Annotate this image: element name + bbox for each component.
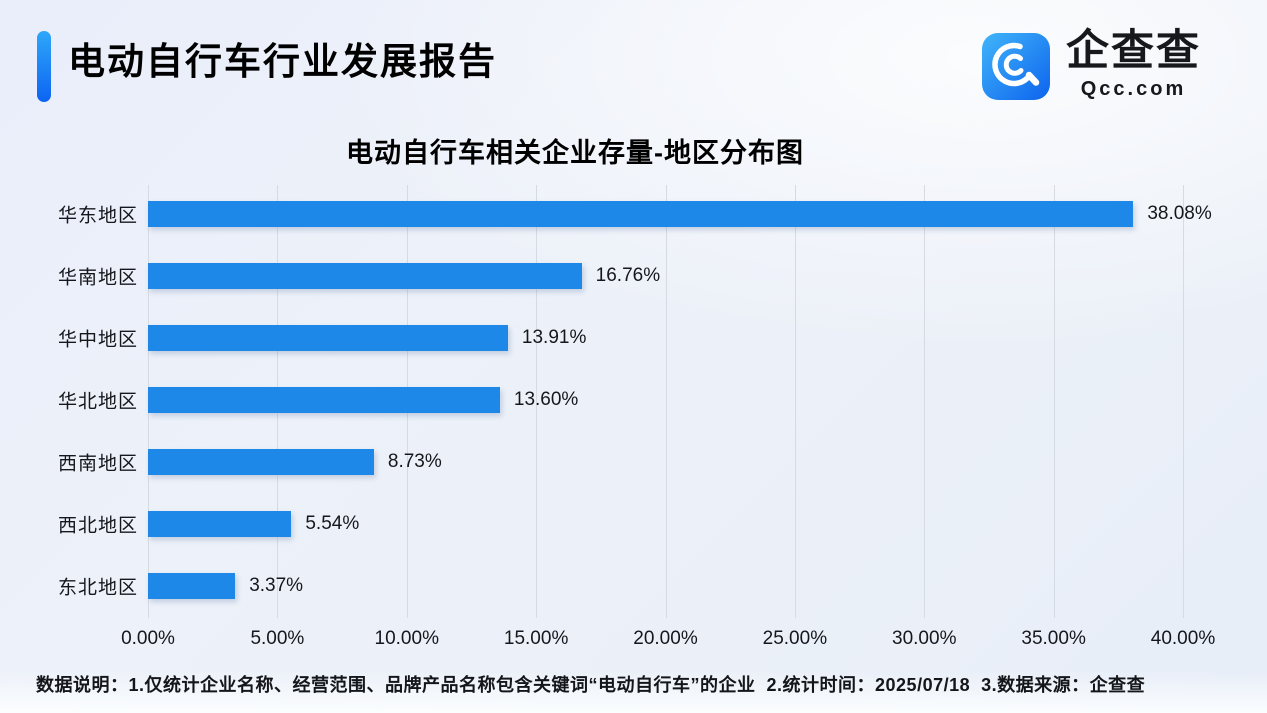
category-axis: 华东地区华南地区华中地区华北地区西南地区西北地区东北地区	[0, 185, 138, 618]
bar	[148, 386, 500, 413]
value-label: 13.60%	[513, 388, 579, 410]
value-label: 3.37%	[249, 574, 304, 596]
x-tick-label: 15.00%	[503, 628, 569, 649]
bar	[148, 572, 236, 599]
qcc-magnifier-icon	[982, 32, 1050, 100]
value-label: 38.08%	[1147, 203, 1212, 224]
footer-note: 数据说明：1.仅统计企业名称、经营范围、品牌产品名称包含关键词“电动自行车”的企…	[36, 675, 1146, 695]
x-tick-label: 0.00%	[121, 628, 175, 649]
gridline	[1053, 185, 1055, 618]
category-label: 西南地区	[57, 453, 138, 475]
plot-area: 38.08% 16.76% 13.91% 13.60% 8.73% 5.54% 3.37%	[148, 185, 1212, 618]
value-label: 16.76%	[595, 264, 661, 286]
gridline	[1183, 185, 1184, 618]
x-tick-label: 35.00%	[1021, 628, 1086, 649]
gridline	[536, 185, 538, 618]
qcc-logo: 企查查 Qcc.com	[981, 30, 1201, 101]
qcc-logo-text: 企查查 Qcc.com	[1066, 30, 1201, 101]
category-label: 华南地区	[57, 267, 138, 289]
x-tick-label: 30.00%	[892, 628, 957, 649]
value-label: 5.54%	[305, 512, 360, 534]
page-title: 电动自行车行业发展报告	[68, 41, 497, 82]
title-accent-bar	[37, 31, 51, 102]
x-axis: 0.00% 5.00% 10.00% 15.00% 20.00% 25.00% 30.00%…	[121, 628, 1215, 654]
category-label: 东北地区	[57, 577, 138, 599]
x-tick-label: 5.00%	[250, 628, 305, 649]
gridline	[794, 185, 796, 618]
value-label: 13.91%	[521, 326, 587, 348]
bar	[148, 510, 292, 537]
bar	[148, 201, 1134, 227]
bar	[148, 324, 508, 351]
value-label: 8.73%	[387, 450, 442, 472]
x-tick-label: 20.00%	[633, 628, 698, 649]
bar	[148, 262, 582, 289]
qcc-logo-name: 企查查	[1066, 27, 1201, 75]
x-tick-label: 10.00%	[374, 628, 439, 649]
qcc-logo-domain: Qcc.com	[1080, 78, 1187, 100]
gridline	[665, 185, 667, 618]
category-label: 华北地区	[57, 391, 138, 413]
category-label: 华中地区	[57, 329, 138, 351]
x-tick-label: 40.00%	[1150, 628, 1216, 649]
x-tick-label: 25.00%	[762, 628, 828, 649]
bar	[148, 448, 374, 475]
category-label: 西北地区	[57, 515, 138, 537]
gridline	[924, 185, 926, 618]
category-label: 华东地区	[57, 205, 138, 227]
chart-title: 电动自行车相关企业存量-地区分布图	[346, 138, 804, 168]
